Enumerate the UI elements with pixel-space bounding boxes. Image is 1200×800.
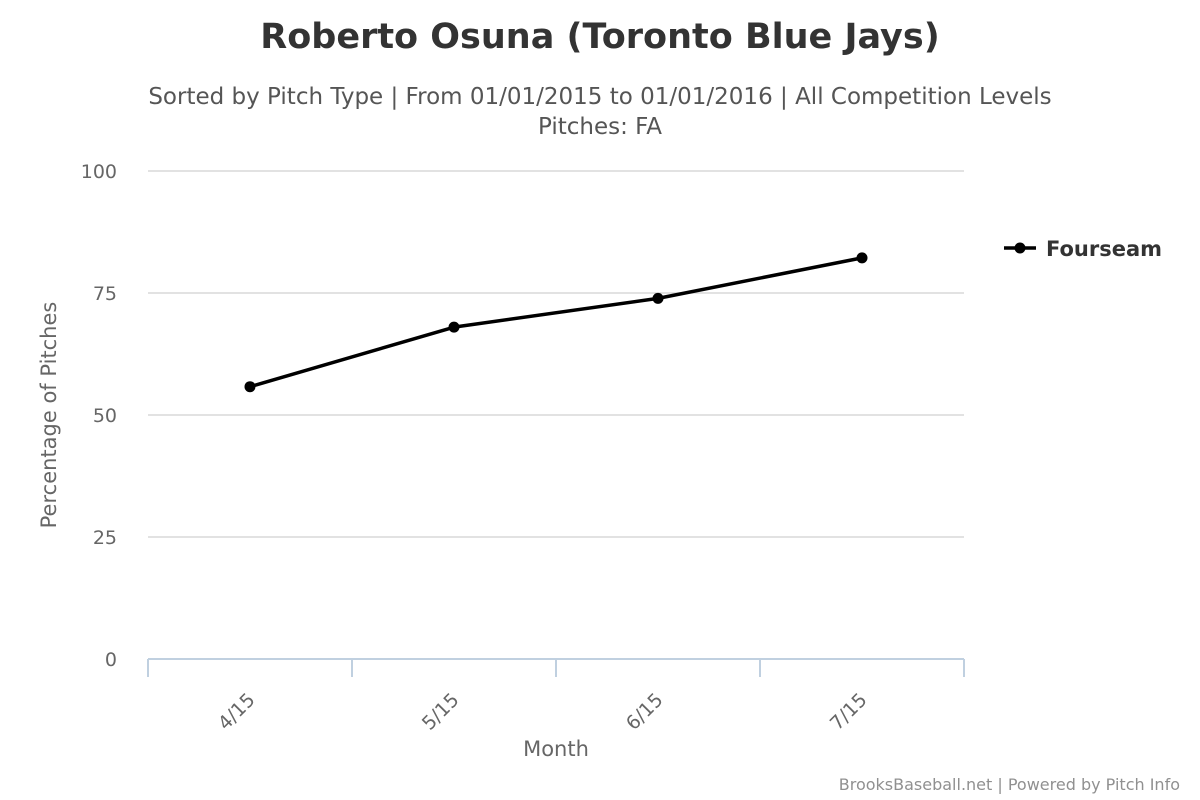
y-tick-label: 100 [81, 161, 117, 183]
data-point[interactable] [244, 381, 256, 393]
series-line [249, 256, 863, 389]
y-tick-labels: 0 25 50 75 100 [81, 161, 117, 671]
y-axis-title: Percentage of Pitches [37, 302, 61, 529]
data-point[interactable] [856, 252, 868, 264]
data-point[interactable] [652, 292, 664, 304]
x-tick-labels: 4/15 5/15 6/15 7/15 [214, 689, 872, 735]
x-axis-title: Month [523, 737, 589, 761]
legend-item-fourseam[interactable]: Fourseam [1046, 237, 1162, 261]
chart-title: Roberto Osuna (Toronto Blue Jays) [260, 17, 939, 57]
credits-text[interactable]: BrooksBaseball.net | Powered by Pitch In… [839, 775, 1180, 794]
y-tick-label: 25 [93, 527, 117, 549]
y-tick-label: 50 [93, 405, 117, 427]
chart-subtitle-line1: Sorted by Pitch Type | From 01/01/2015 t… [148, 84, 1051, 110]
data-point[interactable] [448, 321, 460, 333]
legend-marker-symbol [1014, 242, 1026, 254]
x-tick-label: 4/15 [214, 689, 260, 735]
x-tick-label: 7/15 [826, 689, 872, 735]
y-gridlines [148, 170, 964, 538]
chart-subtitle-line2: Pitches: FA [538, 114, 662, 140]
x-ticks [147, 659, 965, 677]
y-tick-label: 75 [93, 283, 117, 305]
legend[interactable]: Fourseam [1004, 237, 1162, 261]
x-tick-label: 5/15 [418, 689, 464, 735]
series-fourseam [244, 252, 868, 393]
y-tick-label: 0 [105, 649, 117, 671]
x-tick-label: 6/15 [622, 689, 668, 735]
